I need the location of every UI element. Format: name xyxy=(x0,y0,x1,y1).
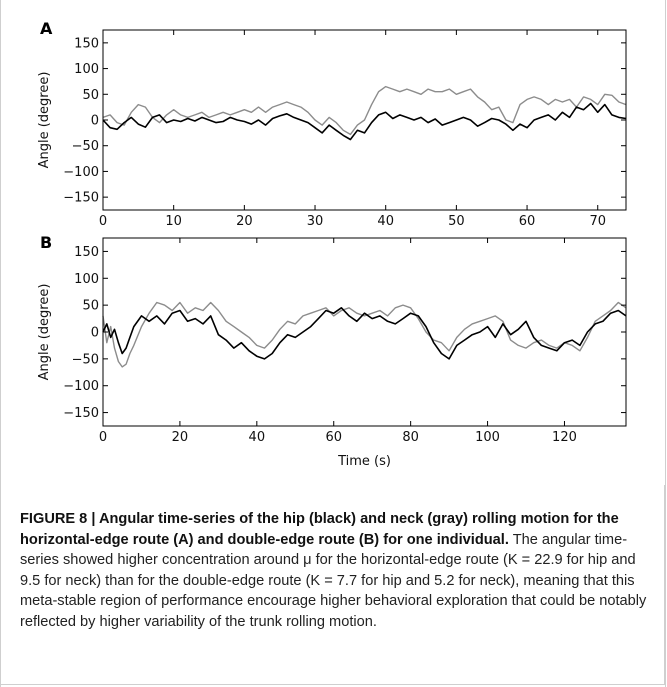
y-tick-label: −150 xyxy=(63,406,99,421)
x-tick-label: 70 xyxy=(589,214,606,229)
frame-left-border xyxy=(0,0,1,687)
caption-title: FIGURE 8 | Angular time-series of the hi… xyxy=(20,511,619,548)
x-tick-label: 100 xyxy=(475,430,500,445)
x-tick-label: 80 xyxy=(402,430,419,445)
series-line-hip xyxy=(102,307,627,360)
x-tick-label: 20 xyxy=(236,214,253,229)
x-tick-label: 0 xyxy=(99,214,107,229)
y-axis-label: Angle (degree) xyxy=(37,284,52,381)
y-tick-label: 150 xyxy=(74,245,99,260)
x-tick-label: 60 xyxy=(519,214,536,229)
y-tick-label: 100 xyxy=(74,62,99,77)
series-line-hip xyxy=(102,102,627,141)
panel-label: A xyxy=(40,19,53,38)
plot-frame xyxy=(102,237,627,427)
x-tick-label: 10 xyxy=(165,214,182,229)
y-tick-label: −100 xyxy=(63,379,99,394)
y-tick-label: 0 xyxy=(91,326,99,341)
y-tick-label: −150 xyxy=(63,191,99,206)
y-tick-label: −50 xyxy=(72,139,99,154)
x-axis-label: Time (s) xyxy=(338,454,391,469)
x-tick-label: 20 xyxy=(172,430,189,445)
caption-body: The angular time-series showed higher co… xyxy=(20,531,647,630)
y-axis-label: Angle (degree) xyxy=(37,72,52,169)
x-tick-label: 50 xyxy=(448,214,465,229)
y-tick-label: 0 xyxy=(91,114,99,129)
frame-right-border xyxy=(665,0,666,687)
series-line-neck xyxy=(102,85,627,136)
figure-caption: FIGURE 8 | Angular time-series of the hi… xyxy=(20,509,650,632)
y-tick-label: −50 xyxy=(72,352,99,367)
x-tick-label: 40 xyxy=(377,214,394,229)
panel-label: B xyxy=(40,233,52,252)
y-tick-label: 100 xyxy=(74,272,99,287)
x-tick-label: 120 xyxy=(552,430,577,445)
y-tick-label: 150 xyxy=(74,36,99,51)
x-tick-label: 40 xyxy=(249,430,266,445)
x-tick-label: 30 xyxy=(307,214,324,229)
y-tick-label: −100 xyxy=(63,165,99,180)
caption-box xyxy=(0,485,665,685)
y-tick-label: 50 xyxy=(82,299,99,314)
series-line-neck xyxy=(102,301,627,368)
y-tick-label: 50 xyxy=(82,88,99,103)
x-tick-label: 0 xyxy=(99,430,107,445)
x-tick-label: 60 xyxy=(325,430,342,445)
